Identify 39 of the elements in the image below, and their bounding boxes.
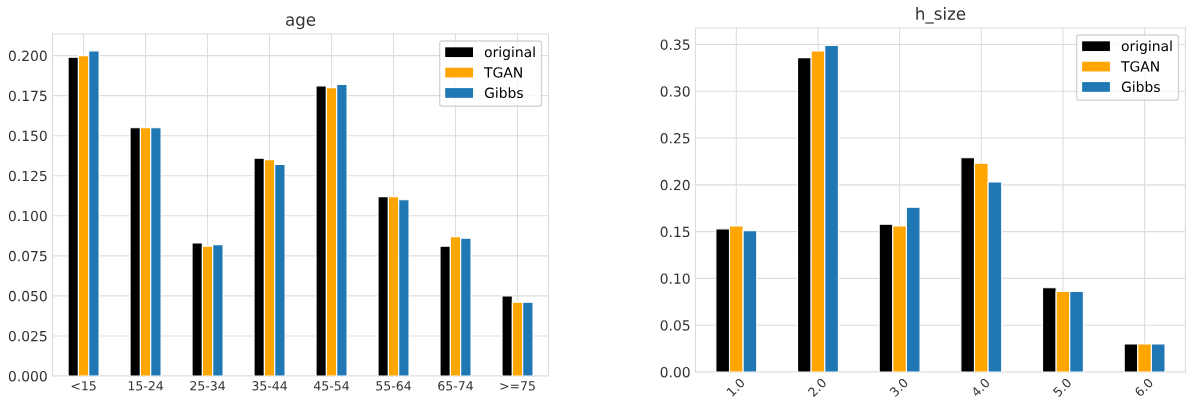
y-tick-label: 0.000 <box>8 370 47 382</box>
legend-label: original <box>484 46 535 60</box>
y-tick-label: 0.125 <box>8 170 47 182</box>
x-tick-label: 45-54 <box>313 381 349 391</box>
x-tick-label: 65-74 <box>438 381 473 391</box>
chart-title: age <box>286 16 316 30</box>
legend-label: Gibbs <box>1121 81 1160 93</box>
y-tick-label: 0.30 <box>660 86 690 97</box>
x-tick-label: >=75 <box>500 381 535 391</box>
legend-label: Gibbs <box>484 87 523 99</box>
x-tick-label: 35-44 <box>252 381 288 391</box>
legend-label: TGAN <box>1120 61 1159 72</box>
chart-title: h_size <box>916 7 966 24</box>
x-tick-label: 5.0 <box>1052 377 1072 398</box>
x-tick-label: 6.0 <box>1134 377 1154 398</box>
x-tick-label: <15 <box>71 381 96 391</box>
y-tick-label: 0.075 <box>8 250 47 262</box>
y-tick-label: 0.15 <box>660 226 690 238</box>
x-tick-label: 4.0 <box>970 377 991 398</box>
y-tick-label: 0.050 <box>8 290 47 302</box>
y-tick-label: 0.35 <box>660 39 690 50</box>
legend-label: original <box>1121 40 1172 54</box>
x-tick-label: 15-24 <box>128 381 164 391</box>
y-tick-label: 0.025 <box>8 330 47 342</box>
y-tick-label: 0.175 <box>8 90 47 102</box>
legend-label: TGAN <box>484 67 522 78</box>
y-tick-label: 0.100 <box>8 210 47 222</box>
x-tick-label: 3.0 <box>889 377 909 398</box>
y-tick-label: 0.200 <box>8 50 47 62</box>
x-tick-label: 55-64 <box>376 381 411 391</box>
y-tick-label: 0.00 <box>660 366 690 378</box>
y-tick-label: 0.150 <box>8 130 47 142</box>
x-tick-label: 25-34 <box>190 381 226 391</box>
y-tick-label: 0.20 <box>660 179 690 191</box>
x-tick-label: 2.0 <box>807 377 827 398</box>
y-tick-label: 0.25 <box>660 133 690 144</box>
y-tick-label: 0.10 <box>660 273 690 284</box>
x-tick-label: 1.0 <box>726 377 746 397</box>
y-tick-label: 0.05 <box>660 320 690 331</box>
